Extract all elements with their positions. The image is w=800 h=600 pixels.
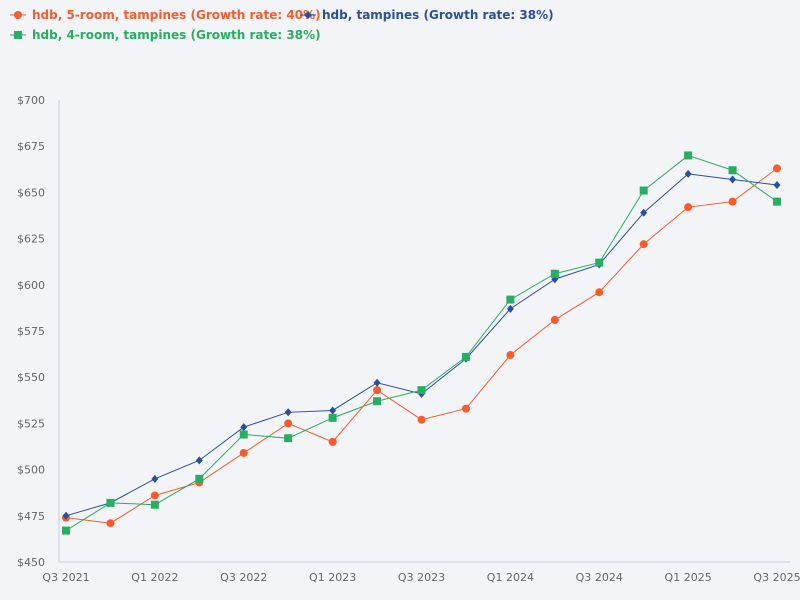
data-point [550, 269, 559, 278]
data-point [240, 423, 248, 432]
data-point [506, 295, 515, 304]
data-point [62, 526, 70, 535]
legend-label: hdb, 5-room, tampines (Growth rate: 40%) [32, 8, 321, 22]
x-tick-label: Q1 2022 [131, 571, 178, 584]
y-tick-label: $600 [17, 279, 45, 292]
data-point [506, 351, 515, 360]
data-point [195, 474, 204, 483]
data-point [417, 415, 426, 424]
data-point [640, 208, 648, 217]
y-tick-label: $650 [17, 186, 45, 199]
data-point [151, 474, 159, 483]
y-tick-label: $525 [17, 417, 45, 430]
y-tick-label: $550 [17, 371, 45, 384]
data-point [773, 181, 781, 190]
x-tick-label: Q3 2021 [42, 571, 89, 584]
legend-item-4-room[interactable]: hdb, 4-room, tampines (Growth rate: 38%) [10, 28, 321, 42]
data-point [773, 164, 781, 173]
data-point [284, 408, 292, 417]
y-tick-label: $675 [17, 140, 45, 153]
data-point [417, 386, 426, 395]
data-point [328, 413, 337, 422]
data-point [461, 404, 470, 413]
x-tick-label: Q3 2024 [576, 571, 623, 584]
legend-label: hdb, tampines (Growth rate: 38%) [322, 8, 554, 22]
data-point [684, 203, 693, 212]
circle-marker-icon [10, 11, 26, 19]
y-tick-label: $500 [17, 464, 45, 477]
data-point [639, 186, 648, 195]
data-point [284, 419, 293, 428]
data-point [639, 240, 648, 249]
x-tick-label: Q1 2023 [309, 571, 356, 584]
data-point [328, 437, 337, 446]
y-tick-label: $450 [17, 556, 45, 569]
series-line [65, 173, 778, 517]
data-point [684, 151, 693, 160]
square-marker-icon [10, 31, 26, 39]
series-line [65, 167, 778, 524]
data-point [106, 498, 115, 507]
legend-item-5-room[interactable]: hdb, 5-room, tampines (Growth rate: 40%) [10, 8, 321, 22]
data-point [195, 456, 203, 465]
data-point [150, 500, 159, 509]
data-point [550, 315, 559, 324]
data-point [239, 430, 248, 439]
y-tick-label: $625 [17, 233, 45, 246]
data-point [373, 378, 381, 387]
data-point [106, 519, 115, 528]
x-tick-label: Q1 2025 [665, 571, 712, 584]
data-point [373, 397, 382, 406]
data-point [773, 197, 781, 206]
y-tick-label: $475 [17, 510, 45, 523]
data-point [684, 169, 692, 178]
y-tick-label: $700 [17, 94, 45, 107]
data-point [506, 304, 514, 313]
x-tick-label: Q3 2022 [220, 571, 267, 584]
data-point [329, 406, 337, 415]
legend-item-tampines[interactable]: hdb, tampines (Growth rate: 38%) [300, 8, 554, 22]
data-point [595, 288, 604, 297]
diamond-marker-icon [300, 11, 316, 19]
data-point [284, 434, 293, 443]
data-point [239, 448, 248, 457]
data-point [150, 491, 159, 500]
data-point [728, 166, 737, 175]
data-point [461, 352, 470, 361]
data-point [373, 386, 382, 395]
y-tick-label: $575 [17, 325, 45, 338]
data-point [595, 258, 604, 267]
x-tick-label: Q3 2023 [398, 571, 445, 584]
data-point [728, 197, 737, 206]
x-tick-label: Q3 2025 [753, 571, 800, 584]
x-tick-label: Q1 2024 [487, 571, 534, 584]
legend-label: hdb, 4-room, tampines (Growth rate: 38%) [32, 28, 321, 42]
data-point [62, 511, 70, 520]
data-point [729, 175, 737, 184]
series-line [65, 154, 778, 532]
